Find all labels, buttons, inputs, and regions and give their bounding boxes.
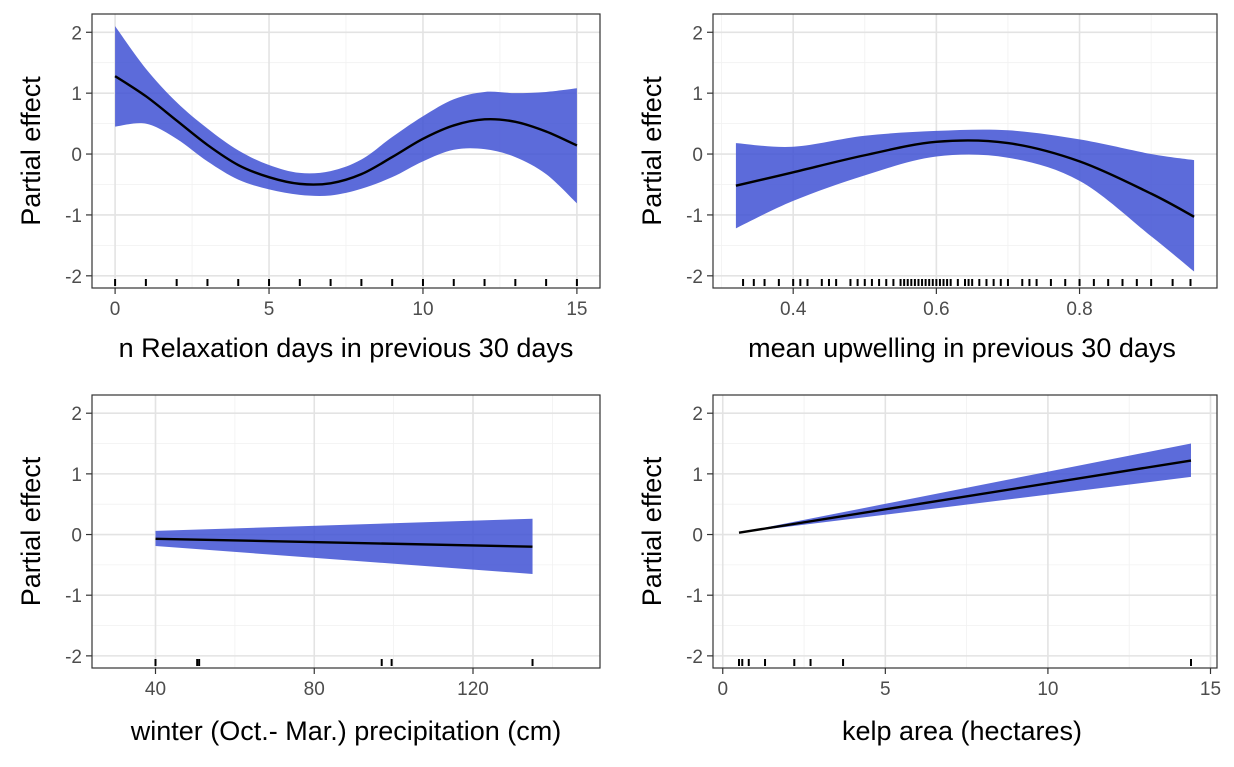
y-tick-label: 2 <box>692 23 703 44</box>
y-tick-label: 1 <box>71 84 82 105</box>
rug <box>154 659 534 666</box>
partial-effect-panel-1: 0 5 10 15 -2 -1 0 1 2 n Relaxation days in previo… <box>16 13 601 363</box>
panel-border <box>91 394 601 669</box>
fitted-line <box>114 75 578 186</box>
x-tick-label: 10 <box>1037 679 1058 700</box>
y-tick-label: -2 <box>686 647 703 668</box>
y-tick-label: -1 <box>686 206 703 227</box>
y-tick-label: 0 <box>692 526 703 547</box>
y-tick-label: -1 <box>65 206 82 227</box>
x-axis-title: mean upwelling in previous 30 days <box>748 333 1176 363</box>
confidence-band <box>115 26 577 204</box>
x-tick-label: 5 <box>880 679 891 700</box>
panel-border <box>91 13 601 289</box>
partial-effect-panel-4: 0 5 10 15 -2 -1 0 1 2 kelp area (hectares) Partial… <box>637 394 1221 746</box>
x-axis-title: winter (Oct.- Mar.) precipitation (cm) <box>130 716 562 746</box>
y-tick-label: 0 <box>71 526 82 547</box>
y-tick-label: -2 <box>65 647 82 668</box>
x-tick-label: 0 <box>110 299 121 320</box>
rug <box>738 659 1192 666</box>
x-tick-label: 10 <box>412 299 433 320</box>
fitted-line <box>735 139 1195 218</box>
y-tick-label: 2 <box>71 404 82 425</box>
x-tick-label: 5 <box>264 299 275 320</box>
x-tick-label: 0.8 <box>1066 299 1092 320</box>
y-axis-title: Partial effect <box>637 456 667 606</box>
x-tick-label: 120 <box>457 679 489 700</box>
x-tick-label: 0.6 <box>923 299 949 320</box>
y-tick-label: -2 <box>65 267 82 288</box>
y-tick-label: 1 <box>692 465 703 486</box>
y-tick-label: 1 <box>71 465 82 486</box>
rug <box>114 279 578 286</box>
y-tick-label: 2 <box>692 404 703 425</box>
partial-effect-panel-2: 0.4 0.6 0.8 -2 -1 0 1 2 mean upwelling in previo… <box>637 13 1218 363</box>
y-axis-title: Partial effect <box>637 76 667 226</box>
x-tick-label: 40 <box>145 679 166 700</box>
x-tick-label: 15 <box>1200 679 1221 700</box>
confidence-band <box>735 129 1195 272</box>
x-axis-title: n Relaxation days in previous 30 days <box>119 333 574 363</box>
x-tick-label: 80 <box>304 679 325 700</box>
y-tick-label: 0 <box>71 145 82 166</box>
y-axis-title: Partial effect <box>16 76 46 226</box>
y-tick-label: -2 <box>686 267 703 288</box>
partial-effect-panel-3: 40 80 120 -2 -1 0 1 2 winter (Oct.- Mar.) precip… <box>16 394 601 746</box>
y-axis-title: Partial effect <box>16 456 46 606</box>
fitted-line <box>738 459 1192 534</box>
y-tick-label: -1 <box>686 586 703 607</box>
fitted-line <box>155 537 533 548</box>
y-tick-label: 0 <box>692 145 703 166</box>
y-tick-label: 2 <box>71 23 82 44</box>
panel-border <box>712 394 1218 669</box>
confidence-band <box>155 518 533 574</box>
panel-border <box>712 13 1218 289</box>
gridlines <box>713 395 1217 668</box>
x-tick-label: 0.4 <box>780 299 807 320</box>
confidence-band <box>739 443 1191 533</box>
y-tick-label: -1 <box>65 586 82 607</box>
x-tick-label: 0 <box>717 679 728 700</box>
x-axis-title: kelp area (hectares) <box>842 716 1082 746</box>
y-tick-label: 1 <box>692 84 703 105</box>
x-tick-label: 15 <box>566 299 587 320</box>
rug <box>742 279 1192 286</box>
